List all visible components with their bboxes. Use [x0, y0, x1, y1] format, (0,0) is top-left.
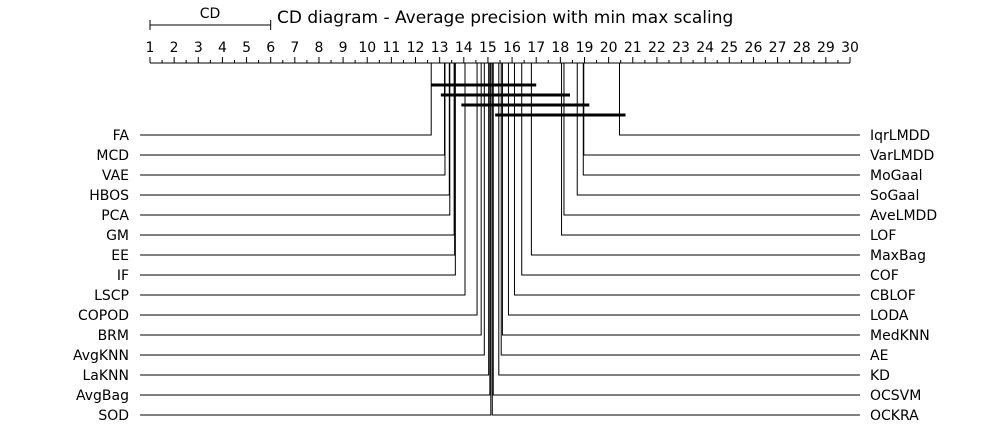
left-method-label: MCD — [96, 148, 129, 164]
axis-tick-label: 21 — [624, 40, 642, 56]
right-method-connector — [583, 63, 860, 156]
left-method-label: EE — [111, 248, 129, 264]
chart-title: CD diagram - Average precision with min … — [277, 8, 733, 28]
axis-tick-label: 28 — [793, 40, 811, 56]
left-method-label: VAE — [102, 168, 129, 184]
left-method-connector — [140, 63, 490, 376]
right-method-label: LOF — [870, 228, 896, 244]
right-method-label: COF — [870, 268, 899, 284]
axis-tick-label: 12 — [407, 40, 425, 56]
left-method-connector — [140, 63, 446, 176]
axis-tick-label: 6 — [266, 40, 275, 56]
left-method-label: PCA — [101, 208, 129, 224]
left-method-connector — [140, 63, 456, 256]
right-method-label: AE — [870, 348, 888, 364]
right-method-label: LODA — [870, 308, 909, 324]
left-method-label: AvgBag — [76, 388, 129, 404]
right-method-label: VarLMDD — [870, 148, 934, 164]
right-method-label: CBLOF — [870, 288, 916, 304]
left-method-connector — [140, 63, 466, 296]
right-method-label: SoGaal — [870, 188, 919, 204]
axis-tick-label: 1 — [146, 40, 155, 56]
axis-tick-label: 22 — [648, 40, 666, 56]
rank-axis: 1 2 3 4 5 6 7 8 9 10 11 12 13 14 15 16 17 18 19 20 21 22 23 24 2… — [146, 40, 859, 64]
left-method-connector — [140, 63, 451, 216]
right-method-connector — [491, 63, 860, 416]
axis-tick-label: 8 — [315, 40, 324, 56]
axis-tick-label: 14 — [455, 40, 473, 56]
axis-tick-label: 29 — [817, 40, 835, 56]
left-method-connector — [140, 63, 485, 356]
left-method-connector — [140, 63, 478, 316]
axis-tick-label: 13 — [431, 40, 449, 56]
axis-tick-label: 23 — [672, 40, 690, 56]
axis-tick-label: 18 — [551, 40, 569, 56]
left-method-connector — [140, 63, 482, 336]
left-method-connector — [140, 63, 432, 136]
cd-bar-group: CD — [149, 6, 272, 30]
right-method-label: OCKRA — [870, 408, 919, 424]
left-method-label: SOD — [98, 408, 129, 424]
axis-tick-label: 30 — [841, 40, 859, 56]
axis-tick-label: 3 — [194, 40, 203, 56]
left-method-connector — [140, 63, 492, 416]
right-method-connector — [618, 63, 860, 136]
left-method-connector — [140, 63, 491, 396]
right-method-label: OCSVM — [870, 388, 921, 404]
axis-tick-label: 2 — [170, 40, 179, 56]
right-method-connector — [563, 63, 860, 216]
left-method-connector — [140, 63, 456, 276]
axis-tick-label: 27 — [769, 40, 787, 56]
left-method-connector — [140, 63, 455, 236]
axis-tick-label: 25 — [720, 40, 738, 56]
axis-tick-label: 10 — [358, 40, 376, 56]
right-method-label: KD — [870, 368, 890, 384]
axis-tick-label: 5 — [242, 40, 251, 56]
axis-tick-label: 7 — [290, 40, 299, 56]
right-method-connector — [582, 63, 860, 176]
right-method-connector — [492, 63, 860, 396]
right-method-connector — [561, 63, 860, 236]
axis-tick-label: 15 — [479, 40, 497, 56]
right-methods: IqrLMDD VarLMDD MoGaal SoGaal AveLMDD LOF MaxB… — [491, 63, 937, 424]
axis-tick-label: 4 — [218, 40, 227, 56]
right-method-connector — [576, 63, 860, 196]
right-method-connector — [507, 63, 860, 316]
axis-tick-label: 16 — [503, 40, 521, 56]
left-method-label: HBOS — [89, 188, 129, 204]
right-method-connector — [501, 63, 860, 336]
right-method-label: MaxBag — [870, 248, 926, 264]
right-method-connector — [500, 63, 860, 356]
axis-tick-label: 17 — [527, 40, 545, 56]
left-method-label: IF — [117, 268, 129, 284]
axis-tick-label: 24 — [696, 40, 714, 56]
left-method-label: FA — [113, 128, 130, 144]
right-method-label: AveLMDD — [870, 208, 937, 224]
axis-tick-label: 26 — [745, 40, 763, 56]
right-method-connector — [521, 63, 860, 276]
axis-tick-label: 9 — [339, 40, 348, 56]
right-method-connector — [530, 63, 860, 256]
left-methods: FA MCD VAE HBOS PCA GM EE IF LSCP COPOD BRM AvgKNN L… — [73, 63, 492, 424]
left-method-label: AvgKNN — [73, 348, 129, 364]
clique-bars — [431, 83, 626, 117]
right-method-label: MoGaal — [870, 168, 923, 184]
left-method-label: COPOD — [78, 308, 129, 324]
right-method-label: MedKNN — [870, 328, 930, 344]
right-method-connector — [513, 63, 860, 296]
left-method-label: LaKNN — [82, 368, 129, 384]
axis-tick-label: 11 — [382, 40, 400, 56]
cd-label: CD — [200, 6, 221, 22]
left-method-label: LSCP — [94, 288, 129, 304]
left-method-label: GM — [106, 228, 129, 244]
right-method-label: IqrLMDD — [870, 128, 930, 144]
right-method-connector — [498, 63, 860, 376]
axis-tick-label: 20 — [600, 40, 618, 56]
left-method-label: BRM — [98, 328, 129, 344]
axis-tick-label: 19 — [576, 40, 594, 56]
left-method-connector — [140, 63, 445, 156]
